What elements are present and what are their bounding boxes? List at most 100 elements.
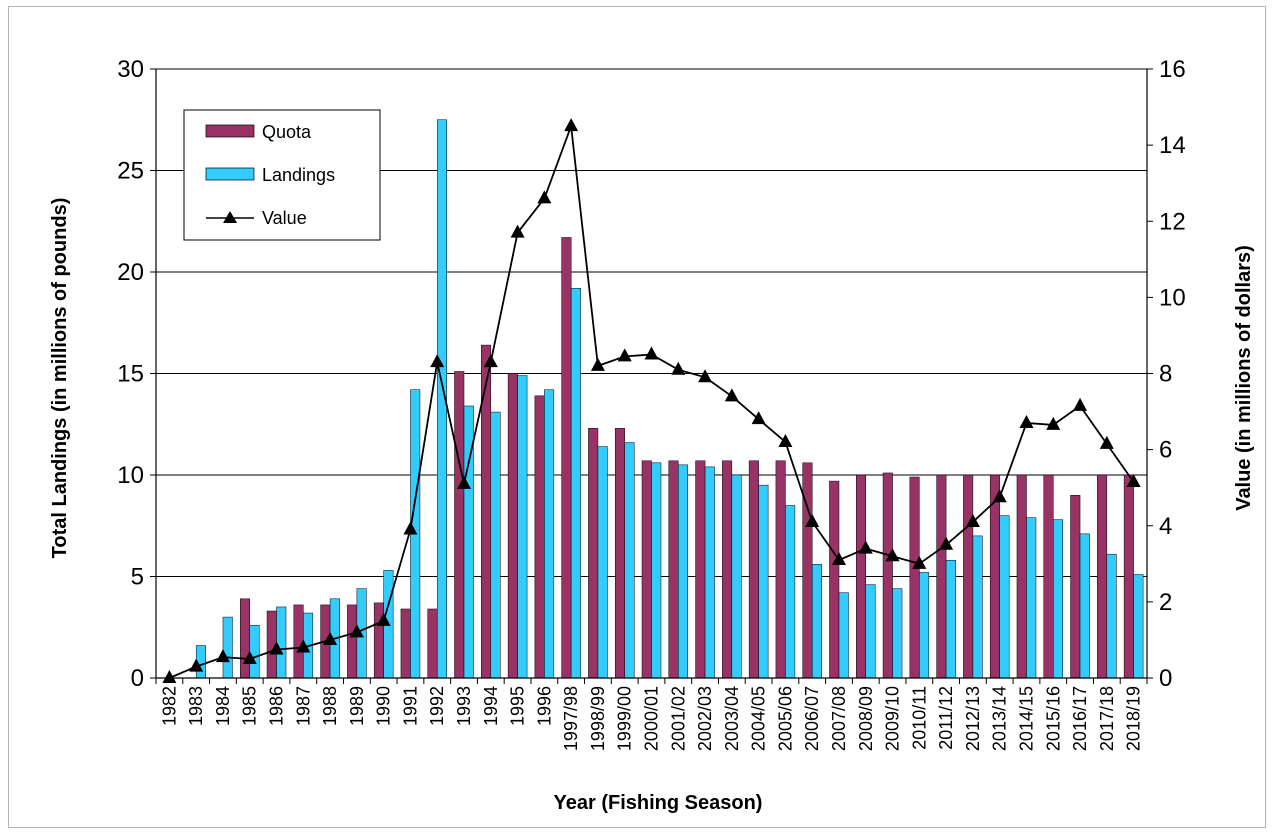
value-point [965,513,980,527]
legend-swatch-quota [205,124,255,138]
quota-bar [534,395,545,679]
landings-bar [517,375,528,679]
value-point [1073,397,1088,411]
x-tick-label: 2011/12 [936,686,956,750]
legend-label-landings: Landings [262,165,335,185]
y2-tick-label: 4 [1159,513,1172,540]
x-tick-label: 1988 [320,686,340,726]
value-point [323,631,338,645]
y2-tick-label: 16 [1159,56,1186,83]
value-point [939,536,954,550]
x-tick-label: 1994 [481,686,501,726]
legend-label-value: Value [262,208,307,228]
left-axis-ticks: 0 5 10 15 20 25 30 [117,56,156,692]
quota-bar [1070,495,1081,679]
quota-bar [614,428,625,679]
x-tick-label: 1989 [347,686,367,726]
y-axis-title: Total Landings (in millions of pounds) [49,198,71,559]
value-point [215,649,230,663]
x-tick-label: 2015/16 [1043,686,1063,751]
landings-bar [222,616,233,679]
value-point [1126,473,1141,487]
y-tick-label: 5 [131,564,144,591]
landings-bar [678,464,689,679]
y2-tick-label: 12 [1159,208,1186,235]
quota-bar [695,460,706,679]
landings-bar [651,462,662,679]
x-tick-label: 2007/08 [829,686,849,751]
value-point [189,658,204,672]
value-point [617,348,632,362]
landings-bar [972,535,983,679]
landings-bar [570,287,581,679]
quota-bar [829,480,840,679]
x-tick-label: 1996 [534,686,554,726]
chart-frame [8,6,1266,828]
x-tick-label: 2002/03 [695,686,715,751]
landings-bar [945,560,956,679]
quota-bar [668,460,679,679]
legend: Quota Landings Value [183,109,381,241]
landings-bar [704,466,715,679]
landings-bar [999,515,1010,679]
quota-bar [641,460,652,679]
value-point [698,369,713,383]
value-point [457,475,472,489]
x-tick-label: 2003/04 [722,686,742,751]
quota-bar [239,598,250,679]
x-tick-label: 1993 [454,686,474,726]
value-point [590,357,605,371]
landings-bar [249,624,260,679]
value-point [376,612,391,626]
value-point [483,354,498,368]
x-tick-label: 2008/09 [856,686,876,751]
y-tick-label: 20 [117,259,144,286]
x-tick-label: 1985 [240,686,260,726]
value-line [162,118,1141,683]
landings-bar [1106,553,1117,679]
x-tick-label: 2001/02 [668,686,688,751]
quota-bar [347,604,358,679]
value-point [430,354,445,368]
landings-bar [276,606,287,679]
value-point [269,641,284,655]
y2-tick-label: 14 [1159,132,1186,159]
x-tick-label: 1992 [427,686,447,726]
value-point [751,411,766,425]
value-point [858,540,873,554]
value-point [537,190,552,204]
legend-label-quota: Quota [262,122,312,142]
value-point [724,388,739,402]
legend-swatch-landings [205,167,255,181]
landings-bar [865,584,876,679]
x-tick-label: 2005/06 [775,686,795,751]
quota-bar [561,237,572,679]
x-tick-label: 1982 [159,686,179,726]
value-point [1099,435,1114,449]
landings-bar [597,446,608,679]
y-tick-label: 25 [117,158,144,185]
landings-bar [1053,519,1064,679]
quota-bar [1097,474,1108,679]
quota-bar [427,608,438,679]
y2-tick-label: 0 [1159,665,1172,692]
x-tick-label: 2006/07 [802,686,822,751]
y2-tick-label: 10 [1159,284,1186,311]
value-point [403,521,418,535]
x-tick-label: 2018/19 [1124,686,1144,751]
y2-tick-label: 6 [1159,437,1172,464]
value-point [349,624,364,638]
x-axis-ticks: 1982 1983 1984 1985 1986 1987 1988 1989 1990 1991… [155,678,1148,751]
quota-bar [588,428,599,679]
landings-bar [1026,517,1037,679]
x-tick-label: 1998/99 [588,686,608,751]
y-tick-label: 30 [117,56,144,83]
y-tick-label: 0 [131,665,144,692]
value-point [564,118,579,132]
x-tick-label: 2004/05 [749,686,769,751]
value-point [644,346,659,360]
quota-bar [507,373,518,679]
x-tick-label: 1997/98 [561,686,581,751]
x-tick-label: 2016/17 [1070,686,1090,751]
